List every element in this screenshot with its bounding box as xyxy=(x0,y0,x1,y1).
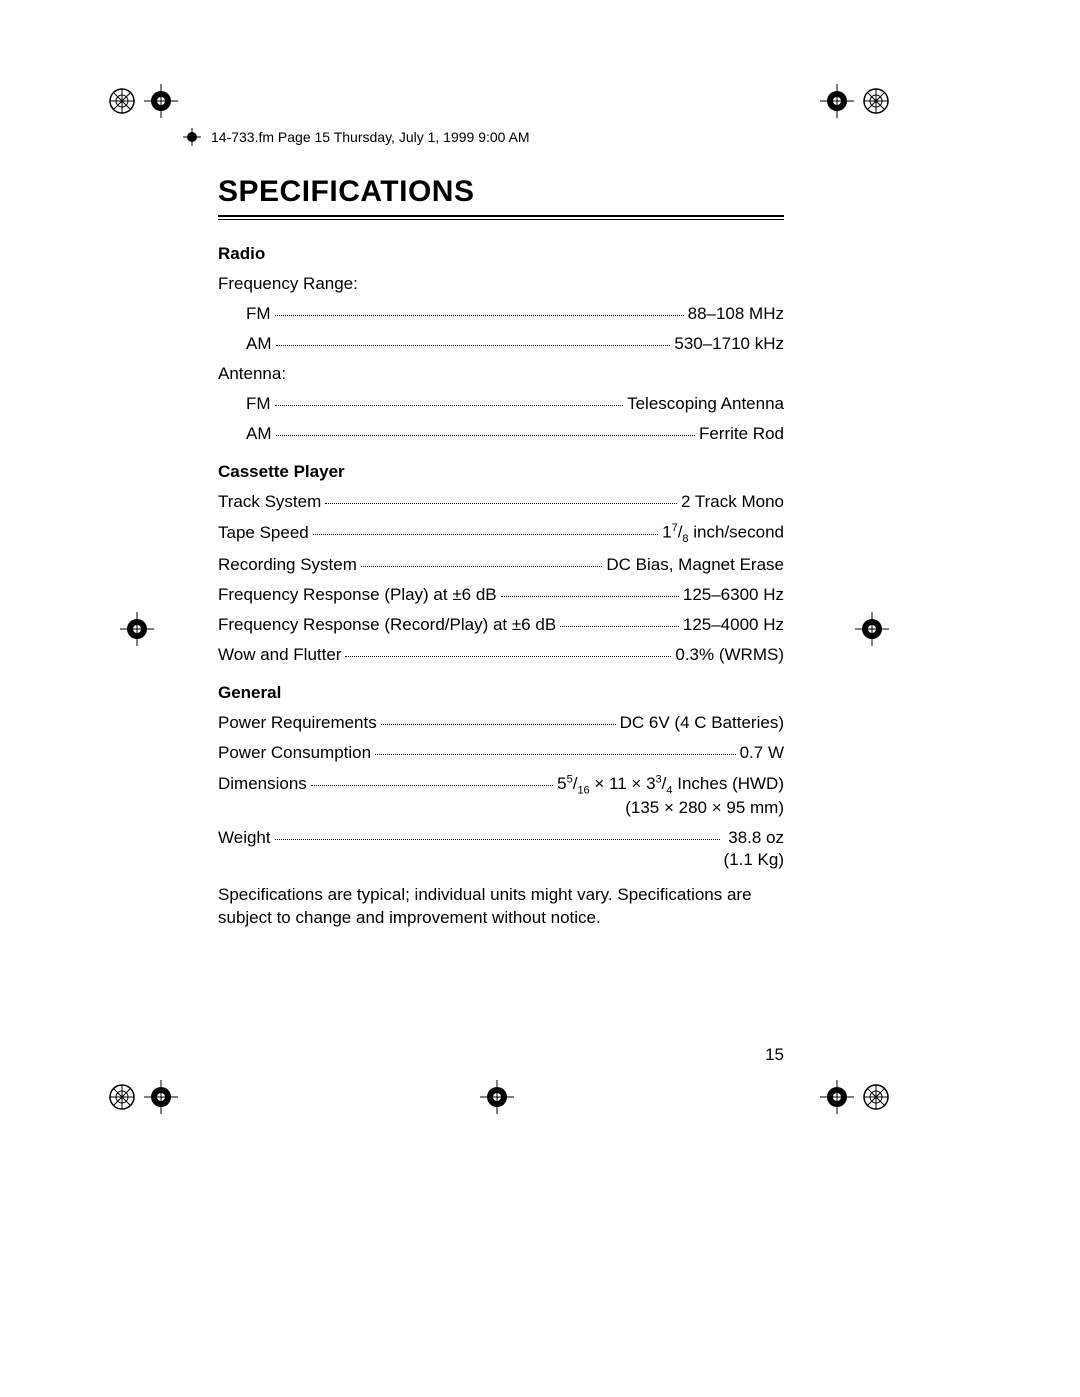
spec-row-power-cons: Power Consumption 0.7 W xyxy=(218,743,784,763)
crop-mark-tr xyxy=(820,84,890,118)
page-content: SPECIFICATIONS Radio Frequency Range: FM… xyxy=(218,175,784,930)
leader-dots xyxy=(560,626,679,627)
leader-dots xyxy=(375,754,736,755)
spec-row-fr-play: Frequency Response (Play) at ±6 dB 125–6… xyxy=(218,585,784,605)
spec-value: 530–1710 kHz xyxy=(674,334,784,354)
spec-label: Track System xyxy=(218,492,321,512)
leader-dots xyxy=(276,345,671,346)
weight-primary: 38.8 oz xyxy=(728,828,784,847)
spec-value: 125–4000 Hz xyxy=(683,615,784,635)
spec-label: Tape Speed xyxy=(218,523,309,543)
leader-dots xyxy=(345,656,671,657)
spec-label: Dimensions xyxy=(218,774,307,794)
spec-row-am-ant: AM Ferrite Rod xyxy=(218,424,784,444)
spec-value: DC Bias, Magnet Erase xyxy=(606,555,784,575)
spec-value: Ferrite Rod xyxy=(699,424,784,444)
spec-value: 2 Track Mono xyxy=(681,492,784,512)
spec-value: 0.7 W xyxy=(740,743,784,763)
page-header: 14-733.fm Page 15 Thursday, July 1, 1999… xyxy=(183,128,530,146)
spec-value: 0.3% (WRMS) xyxy=(675,645,784,665)
spec-label: FM xyxy=(246,304,271,324)
spec-row-fm-ant: FM Telescoping Antenna xyxy=(218,394,784,414)
leader-dots xyxy=(501,596,679,597)
antenna-label: Antenna: xyxy=(218,364,784,384)
crosshair-icon xyxy=(183,128,201,146)
section-cassette-heading: Cassette Player xyxy=(218,462,784,482)
crop-mark-ml xyxy=(120,612,154,646)
footnote: Specifications are typical; individual u… xyxy=(218,884,784,930)
leader-dots xyxy=(275,839,720,840)
leader-dots xyxy=(276,435,695,436)
crop-mark-bl xyxy=(108,1080,178,1114)
weight-secondary: (1.1 Kg) xyxy=(724,850,784,870)
spec-row-rec: Recording System DC Bias, Magnet Erase xyxy=(218,555,784,575)
spec-label: Wow and Flutter xyxy=(218,645,341,665)
crop-mark-tl xyxy=(108,84,178,118)
page-title: SPECIFICATIONS xyxy=(218,175,784,209)
leader-dots xyxy=(275,315,684,316)
spec-label: Power Consumption xyxy=(218,743,371,763)
spec-row-power-req: Power Requirements DC 6V (4 C Batteries) xyxy=(218,713,784,733)
spec-value: DC 6V (4 C Batteries) xyxy=(620,713,784,733)
page-number: 15 xyxy=(765,1045,784,1065)
dim-primary: 55/16 × 11 × 33/4 Inches (HWD) xyxy=(557,774,784,793)
spec-label: Power Requirements xyxy=(218,713,377,733)
spec-label: Weight xyxy=(218,828,271,848)
spec-value: 17/8 inch/second xyxy=(662,522,784,545)
spec-label: Frequency Response (Play) at ±6 dB xyxy=(218,585,497,605)
leader-dots xyxy=(381,724,616,725)
spec-row-fm-freq: FM 88–108 MHz xyxy=(218,304,784,324)
leader-dots xyxy=(361,566,602,567)
leader-dots xyxy=(313,534,658,535)
spec-value: 38.8 oz (1.1 Kg) xyxy=(724,828,784,870)
spec-label: AM xyxy=(246,334,272,354)
spec-row-fr-rec: Frequency Response (Record/Play) at ±6 d… xyxy=(218,615,784,635)
spec-row-am-freq: AM 530–1710 kHz xyxy=(218,334,784,354)
spec-label: FM xyxy=(246,394,271,414)
leader-dots xyxy=(311,785,553,786)
section-general-heading: General xyxy=(218,683,784,703)
spec-label: Recording System xyxy=(218,555,357,575)
crop-mark-mr xyxy=(855,612,889,646)
crop-mark-br xyxy=(820,1080,890,1114)
section-radio-heading: Radio xyxy=(218,244,784,264)
spec-label: AM xyxy=(246,424,272,444)
spec-row-weight: Weight 38.8 oz (1.1 Kg) xyxy=(218,828,784,870)
title-rule xyxy=(218,215,784,220)
spec-value: 88–108 MHz xyxy=(688,304,784,324)
leader-dots xyxy=(275,405,624,406)
header-text: 14-733.fm Page 15 Thursday, July 1, 1999… xyxy=(211,129,530,145)
crop-mark-bc xyxy=(480,1080,514,1114)
spec-row-track: Track System 2 Track Mono xyxy=(218,492,784,512)
spec-row-speed: Tape Speed 17/8 inch/second xyxy=(218,522,784,545)
spec-label: Frequency Response (Record/Play) at ±6 d… xyxy=(218,615,556,635)
dim-secondary: (135 × 280 × 95 mm) xyxy=(557,798,784,818)
leader-dots xyxy=(325,503,677,504)
spec-row-dimensions: Dimensions 55/16 × 11 × 33/4 Inches (HWD… xyxy=(218,773,784,818)
spec-value: 125–6300 Hz xyxy=(683,585,784,605)
freq-range-label: Frequency Range: xyxy=(218,274,784,294)
spec-value: Telescoping Antenna xyxy=(627,394,784,414)
spec-value: 55/16 × 11 × 33/4 Inches (HWD) (135 × 28… xyxy=(557,773,784,818)
spec-row-wow: Wow and Flutter 0.3% (WRMS) xyxy=(218,645,784,665)
